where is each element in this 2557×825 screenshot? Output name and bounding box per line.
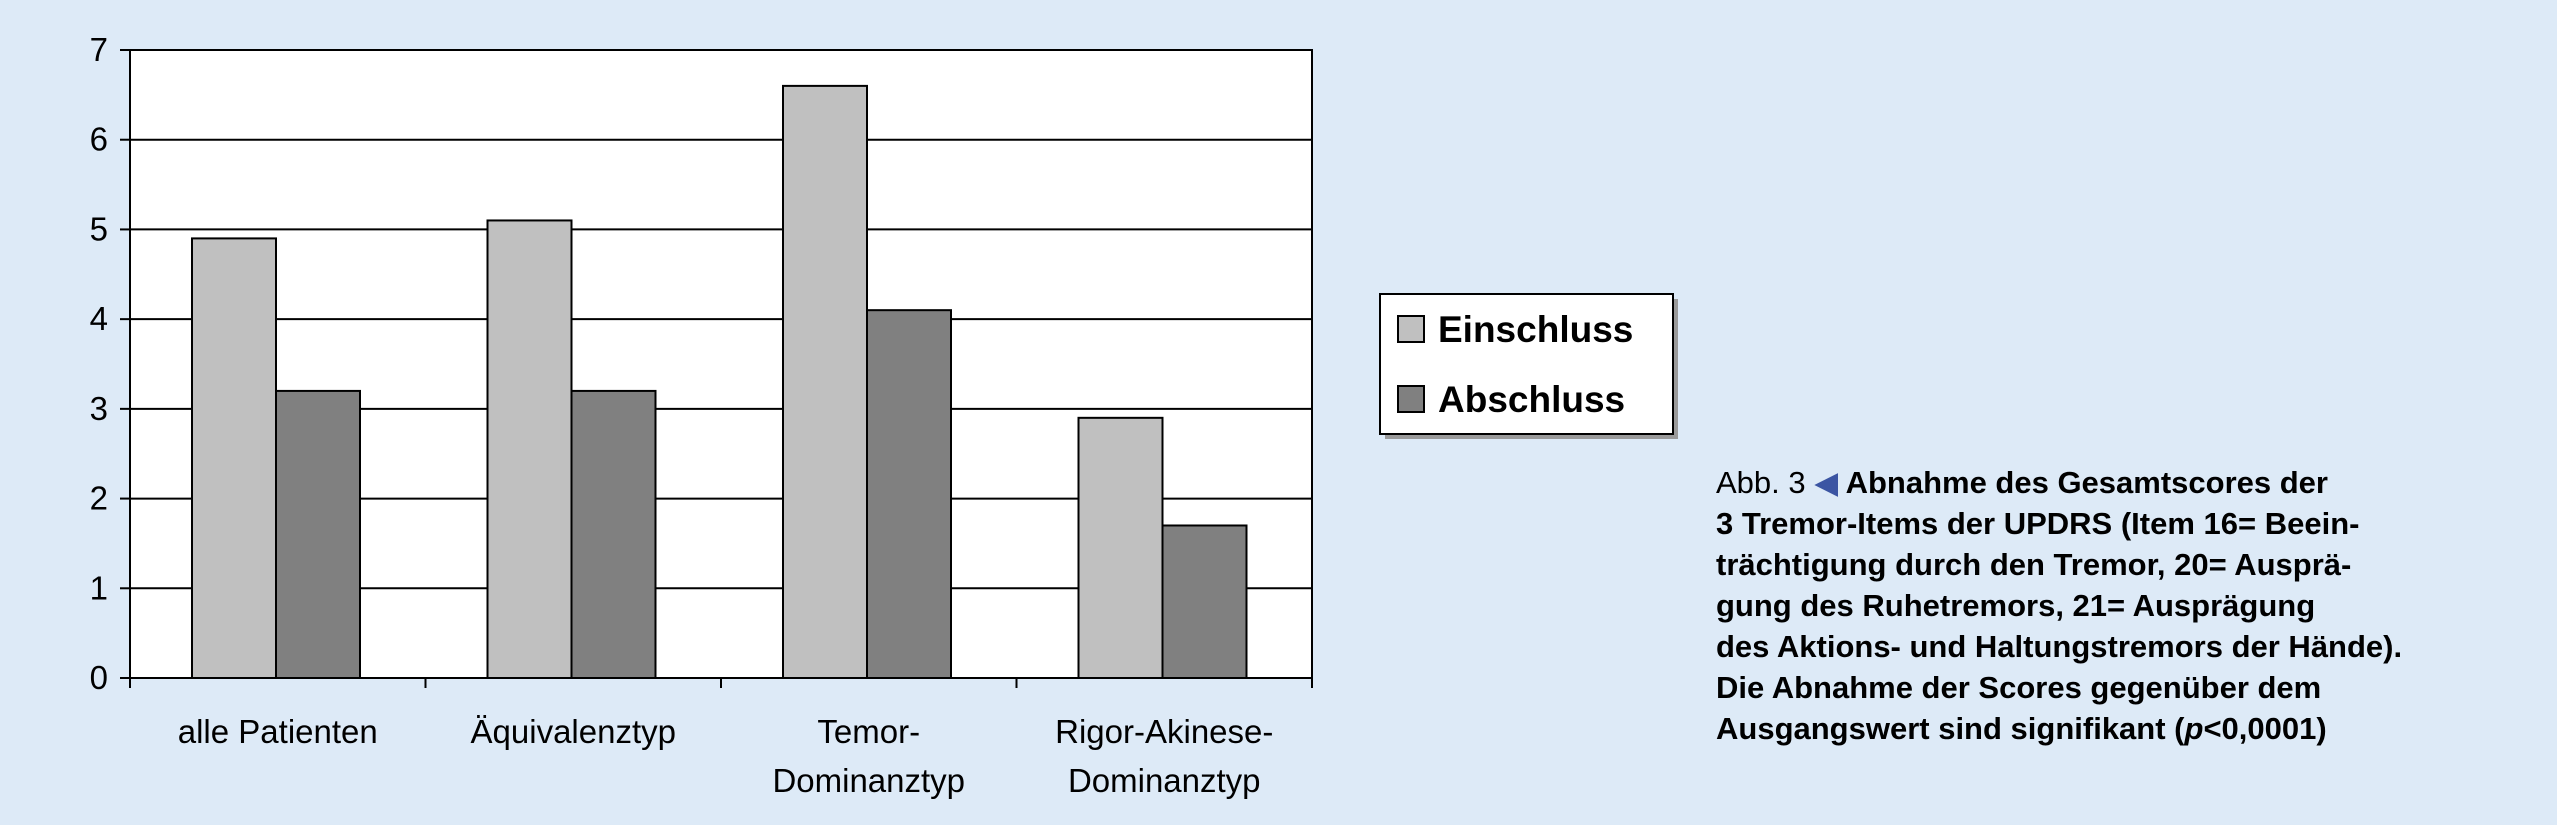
y-tick-label: 7	[90, 31, 108, 68]
caption-line-5: des Aktions- und Haltungstremors der Hän…	[1716, 629, 2403, 664]
x-category-label-line: Dominanztyp	[1068, 762, 1261, 799]
bar-abschluss-0	[275, 389, 361, 679]
caption-line-6: Die Abnahme der Scores gegenüber dem	[1716, 670, 2322, 705]
bar-einschluss-2	[782, 84, 868, 679]
caption-line-2: 3 Tremor-Items der UPDRS (Item 16= Beein…	[1716, 506, 2360, 541]
y-tick-label: 2	[90, 480, 108, 517]
caption-p-symbol: p	[2184, 711, 2204, 746]
caption-text-1: Abnahme des Gesamtscores der	[1845, 465, 2328, 500]
legend: Einschluss Abschluss	[1379, 293, 1678, 439]
x-category-labels: alle Patienten Äquivalenztyp Temor- Dominan…	[178, 713, 1274, 799]
figure-caption: Abb. 3 ◀ Abnahme des Gesamtscores der 3 …	[1716, 462, 2536, 749]
y-tick-label: 3	[90, 390, 108, 427]
legend-label-abschluss: Abschluss	[1438, 379, 1625, 420]
x-category-label-line: Äquivalenztyp	[471, 713, 676, 750]
figure-label: Abb. 3	[1716, 465, 1806, 500]
y-tick-labels: 0 1 2 3 4 5 6 7	[90, 31, 108, 696]
bar-einschluss-3	[1077, 416, 1164, 679]
bar-abschluss-3	[1161, 524, 1248, 679]
bar-einschluss-1	[486, 219, 573, 679]
x-category-label: Äquivalenztyp	[471, 713, 676, 750]
y-tick-label: 1	[90, 569, 108, 606]
x-category-label: alle Patienten	[178, 713, 378, 750]
x-category-label-line: Dominanztyp	[772, 762, 965, 799]
legend-label-einschluss: Einschluss	[1438, 309, 1633, 350]
legend-swatch-einschluss	[1397, 315, 1425, 343]
legend-box	[1379, 293, 1674, 435]
caption-line-7: Ausgangswert sind signifikant (p<0,0001)	[1716, 708, 2536, 749]
y-tick-label: 5	[90, 210, 108, 247]
caption-text-7b: <0,0001)	[2203, 711, 2327, 746]
bar-abschluss-1	[570, 389, 657, 679]
y-tick-label: 4	[90, 300, 108, 337]
bar-einschluss-0	[191, 237, 277, 679]
y-tick-label: 6	[90, 121, 108, 158]
x-category-label: Temor- Dominanztyp	[772, 713, 965, 799]
y-tick-label: 0	[90, 659, 108, 696]
x-category-label-line: alle Patienten	[178, 713, 378, 750]
bar-abschluss-2	[866, 309, 952, 679]
axes	[120, 49, 1313, 688]
bar-chart: 0 1 2 3 4 5 6 7 alle Patienten Äquivalenztyp Temo…	[90, 31, 1678, 799]
x-category-label-line: Rigor-Akinese-	[1055, 713, 1273, 750]
caption-text-7a: Ausgangswert sind signifikant (	[1716, 711, 2185, 746]
caption-line-1: Abb. 3 ◀ Abnahme des Gesamtscores der	[1716, 462, 2536, 503]
legend-swatch-abschluss	[1397, 385, 1425, 413]
x-category-label-line: Temor-	[817, 713, 920, 750]
caption-line-3: trächtigung durch den Tremor, 20= Ausprä…	[1716, 547, 2352, 582]
x-category-label: Rigor-Akinese- Dominanztyp	[1055, 713, 1273, 799]
arrow-left-icon: ◀	[1814, 465, 1839, 500]
caption-line-4: gung des Ruhetremors, 21= Ausprägung	[1716, 588, 2316, 623]
